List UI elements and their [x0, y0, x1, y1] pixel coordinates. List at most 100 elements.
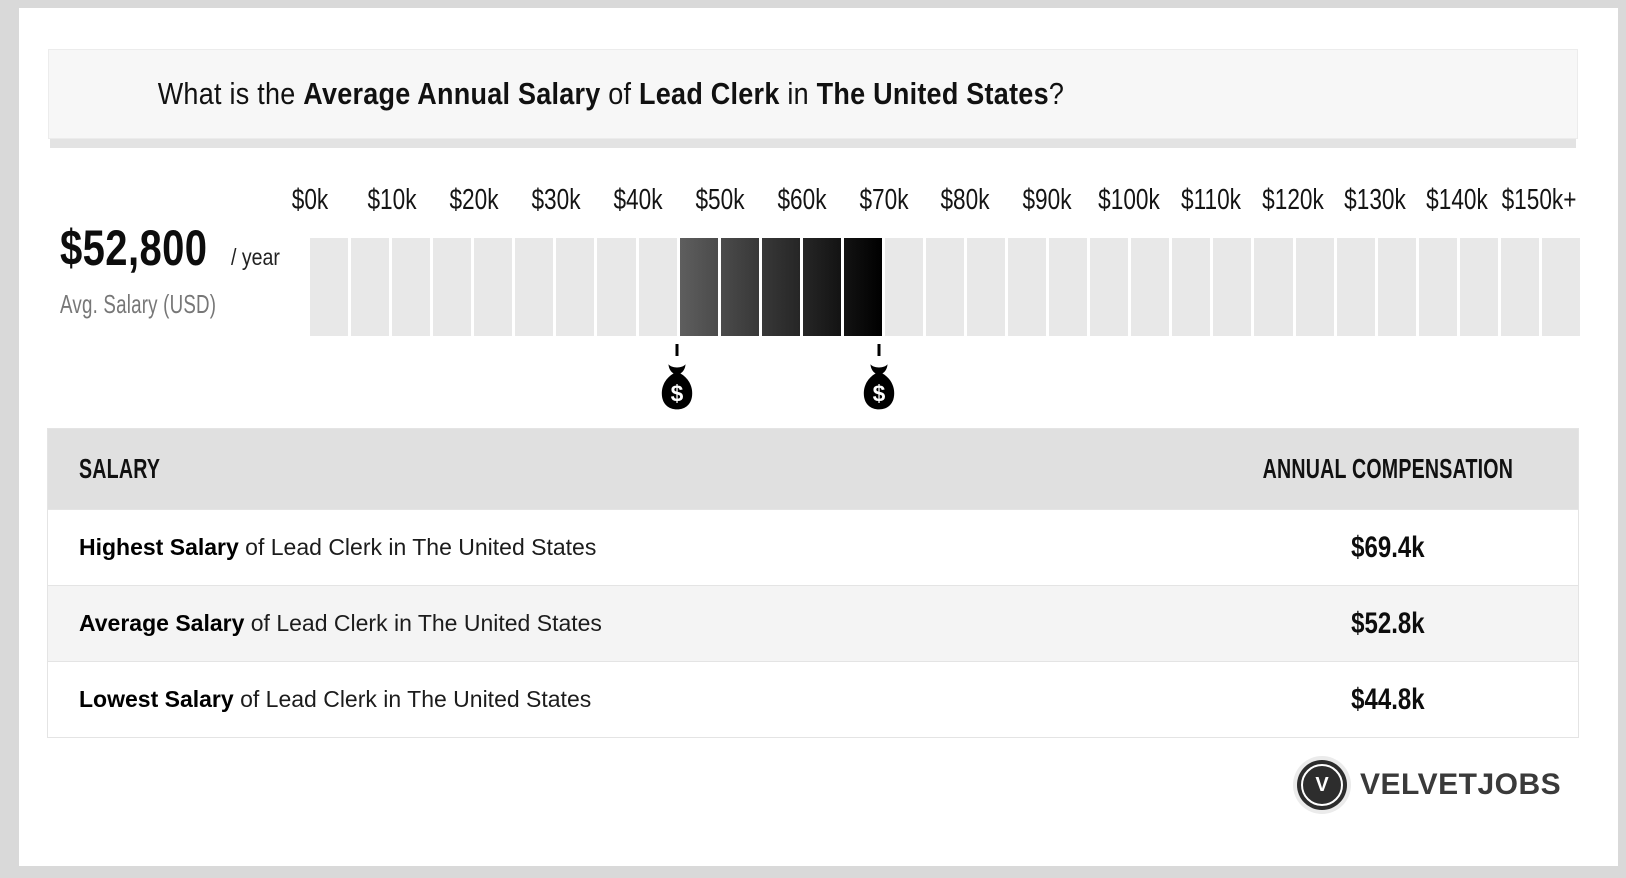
row-value-cell: $44.8k [1198, 683, 1578, 717]
salary-bar [310, 238, 1580, 336]
row-value-cell: $69.4k [1198, 531, 1578, 565]
page-title-part: of [600, 76, 640, 111]
row-label-bold: Lowest Salary [79, 686, 234, 712]
axis-label: $20k [449, 184, 499, 216]
row-label-rest: of Lead Clerk in The United States [244, 610, 602, 636]
scale-segment [1254, 238, 1293, 336]
lowest-salary-marker-tick [675, 344, 679, 356]
scale-segment [556, 238, 595, 336]
column-header-salary: SALARY [79, 453, 161, 484]
svg-text:$: $ [671, 380, 684, 406]
axis-label: $60k [777, 184, 827, 216]
question-box: What is the Average Annual Salary of Lea… [48, 49, 1578, 139]
row-label-rest: of Lead Clerk in The United States [233, 686, 592, 712]
scale-segment [1500, 238, 1539, 336]
money-bag-icon: $ [860, 362, 898, 416]
column-header-annual-compensation-cell: ANNUAL COMPENSATION [1198, 453, 1578, 485]
svg-text:$: $ [872, 380, 885, 406]
row-value-cell: $52.8k [1198, 607, 1578, 641]
column-header-salary-cell: SALARY [48, 453, 1198, 485]
average-salary-block: $52,800 / year Avg. Salary (USD) [60, 223, 288, 320]
velvetjobs-logo-icon: V [1297, 760, 1347, 810]
scale-segment [1213, 238, 1252, 336]
scale-segment [1008, 238, 1047, 336]
page-title-part: ? [1048, 76, 1065, 111]
page-title-part: Lead Clerk [639, 76, 780, 111]
scale-segment [1049, 238, 1088, 336]
row-label-bold: Highest Salary [79, 534, 239, 560]
scale-segment [925, 238, 964, 336]
scale-segment [1336, 238, 1375, 336]
scale-segment [515, 238, 554, 336]
highest-salary-marker-tick [877, 344, 881, 356]
scale-segment [474, 238, 513, 336]
scale-segment [638, 238, 677, 336]
salary-table: SALARY ANNUAL COMPENSATION Highest Salar… [47, 428, 1579, 738]
scale-segment-highlighted [802, 238, 841, 336]
average-salary-amount: $52,800 [60, 220, 208, 276]
table-row: Average Salary of Lead Clerk in The Unit… [48, 585, 1578, 661]
page-title-part: in [779, 76, 817, 111]
page-title: What is the Average Annual Salary of Lea… [158, 76, 1064, 112]
scale-segment [1131, 238, 1170, 336]
axis-label: $10k [367, 184, 417, 216]
scale-segment-highlighted [761, 238, 800, 336]
axis-label: $80k [940, 184, 990, 216]
scale-segment [1295, 238, 1334, 336]
table-row: Highest Salary of Lead Clerk in The Unit… [48, 509, 1578, 585]
scale-segment [1418, 238, 1457, 336]
scale-segment [1377, 238, 1416, 336]
scale-segment-highlighted [720, 238, 759, 336]
row-value: $44.8k [1351, 682, 1425, 716]
axis-label: $110k [1181, 184, 1242, 216]
row-label: Average Salary of Lead Clerk in The Unit… [48, 610, 1198, 637]
scale-segment [351, 238, 390, 336]
infographic-card: What is the Average Annual Salary of Lea… [19, 8, 1618, 866]
table-row: Lowest Salary of Lead Clerk in The Unite… [48, 661, 1578, 737]
row-label-bold: Average Salary [79, 610, 245, 636]
scale-segment [1090, 238, 1129, 336]
row-label: Highest Salary of Lead Clerk in The Unit… [48, 534, 1198, 561]
axis-label: $50k [695, 184, 745, 216]
axis-label: $30k [531, 184, 581, 216]
row-value: $52.8k [1351, 606, 1425, 640]
axis-label: $0k [291, 184, 329, 216]
axis-label: $130k [1344, 184, 1406, 216]
axis-label: $150k+ [1501, 184, 1577, 216]
axis-label: $90k [1022, 184, 1072, 216]
scale-segment-highlighted [843, 238, 882, 336]
page-title-part: The United States [816, 76, 1049, 111]
scale-segment [967, 238, 1006, 336]
column-header-annual-compensation: ANNUAL COMPENSATION [1262, 453, 1514, 484]
scale-segment-highlighted [679, 238, 718, 336]
axis-label: $70k [859, 184, 909, 216]
velvetjobs-logo: V VELVETJOBS [1297, 760, 1561, 810]
scale-segment [1459, 238, 1498, 336]
axis-label: $40k [613, 184, 663, 216]
scale-segment [310, 238, 349, 336]
table-body: Highest Salary of Lead Clerk in The Unit… [48, 509, 1578, 737]
axis-labels: $0k $10k $20k $30k $40k $50k $60k $70k $80k $90k $… [292, 184, 1580, 216]
scale-segment [597, 238, 636, 336]
average-salary-caption: Avg. Salary (USD) [60, 289, 217, 319]
salary-scale: $0k $10k $20k $30k $40k $50k $60k $70k $80k $90k $… [292, 176, 1580, 426]
money-bag-icon: $ [658, 362, 696, 416]
row-label-rest: of Lead Clerk in The United States [238, 534, 597, 560]
average-salary-suffix: / year [230, 244, 280, 270]
table-header-row: SALARY ANNUAL COMPENSATION [48, 429, 1578, 509]
logo-wordmark: VELVETJOBS [1360, 768, 1562, 801]
axis-label: $100k [1098, 184, 1161, 216]
page-title-part: Average Annual Salary [303, 76, 601, 111]
axis-label: $120k [1262, 184, 1325, 216]
salary-scale-chart: $52,800 / year Avg. Salary (USD) $0k $10k… [19, 176, 1618, 426]
scale-segment [1172, 238, 1211, 336]
row-value: $69.4k [1351, 530, 1425, 564]
logo-monogram: V [1315, 774, 1329, 796]
page-title-part: What is the [157, 76, 304, 111]
average-salary-line: $52,800 / year [60, 223, 288, 273]
scale-segment [392, 238, 431, 336]
row-label: Lowest Salary of Lead Clerk in The Unite… [48, 686, 1198, 713]
scale-segment [884, 238, 923, 336]
scale-segment [433, 238, 472, 336]
axis-label: $140k [1426, 184, 1488, 216]
